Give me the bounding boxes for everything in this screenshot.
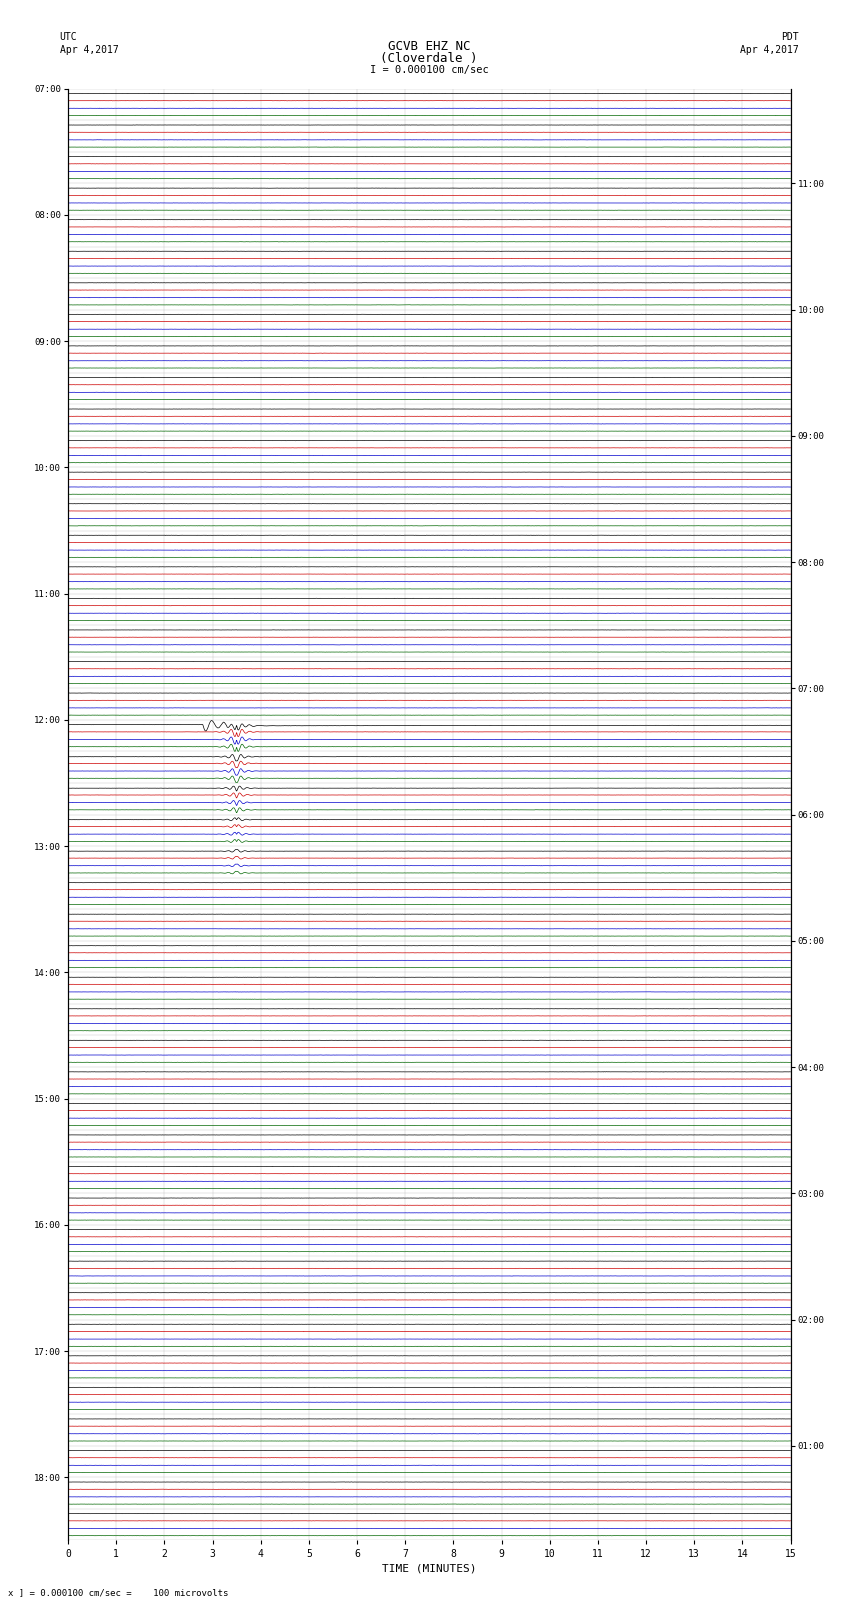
Text: PDT: PDT [781, 32, 799, 42]
Text: I = 0.000100 cm/sec: I = 0.000100 cm/sec [370, 65, 489, 74]
Text: x ] = 0.000100 cm/sec =    100 microvolts: x ] = 0.000100 cm/sec = 100 microvolts [8, 1587, 229, 1597]
Text: Apr 4,2017: Apr 4,2017 [60, 45, 118, 55]
Text: (Cloverdale ): (Cloverdale ) [381, 52, 478, 65]
Text: Apr 4,2017: Apr 4,2017 [740, 45, 799, 55]
X-axis label: TIME (MINUTES): TIME (MINUTES) [382, 1563, 477, 1574]
Text: UTC: UTC [60, 32, 77, 42]
Text: GCVB EHZ NC: GCVB EHZ NC [388, 40, 471, 53]
